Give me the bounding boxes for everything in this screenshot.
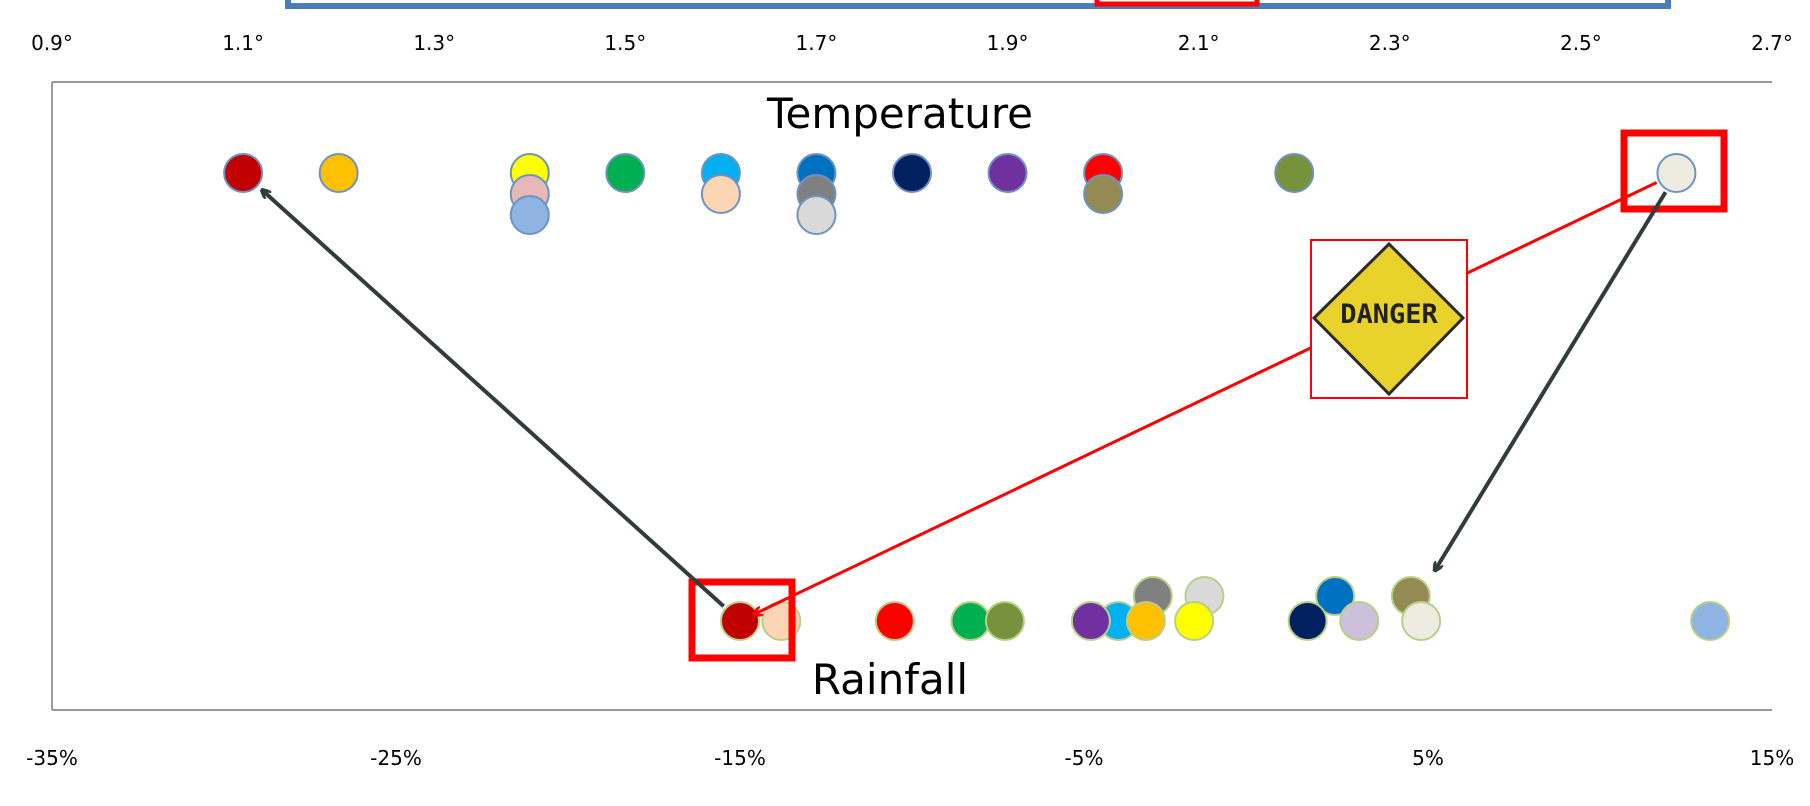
bottom-axis-ticks: -35% -25% -15% -5% 5% 15% xyxy=(26,746,1794,770)
temperature-point xyxy=(318,153,359,193)
red-arrow xyxy=(754,181,1658,614)
rainfall-point xyxy=(1690,601,1731,641)
rainfall-point xyxy=(984,601,1025,641)
rainfall-point xyxy=(874,601,915,641)
top-tick-label: 2.3° xyxy=(1369,31,1411,55)
top-tick-label: 1.9° xyxy=(987,31,1029,55)
dark-arrow xyxy=(1435,191,1668,570)
top-banner xyxy=(285,0,1671,9)
rainfall-point xyxy=(720,601,760,641)
highlight-box-rainfall xyxy=(688,578,796,662)
top-tick-label: 1.1° xyxy=(222,31,264,55)
rainfall-point xyxy=(1125,601,1166,641)
rainfall-point xyxy=(1070,601,1111,641)
rainfall-point xyxy=(1401,601,1442,641)
temperature-point xyxy=(892,153,932,193)
rainfall-point xyxy=(1174,601,1215,641)
rainfall-point xyxy=(1339,601,1380,641)
temperature-point xyxy=(1274,153,1315,193)
temperature-point xyxy=(987,153,1028,193)
top-tick-label: 1.3° xyxy=(413,31,455,55)
temperature-point xyxy=(796,195,837,235)
bottom-tick-label: -15% xyxy=(714,746,766,770)
rainfall-point xyxy=(1315,576,1356,616)
bottom-tick-label: -5% xyxy=(1065,746,1104,770)
temperature-point xyxy=(605,153,646,193)
top-tick-label: 0.9° xyxy=(31,31,73,55)
top-tick-label: 2.7° xyxy=(1751,31,1793,55)
series-label-rainfall: Rainfall xyxy=(812,655,968,704)
rainfall-point xyxy=(1287,601,1328,641)
highlight-box-temperature xyxy=(1620,129,1728,213)
temperature-point xyxy=(1083,174,1124,214)
temperature-point xyxy=(1656,153,1697,193)
bottom-tick-label: 5% xyxy=(1412,746,1444,770)
rainfall-point xyxy=(950,601,991,641)
danger-sign-text: DANGER xyxy=(1340,299,1438,330)
temperature-point xyxy=(223,153,264,193)
top-axis-ticks: 0.9° 1.1° 1.3° 1.5° 1.7° 1.9° 2.1° 2.3° 2.5° 2.7° xyxy=(31,31,1793,55)
top-tick-label: 2.5° xyxy=(1560,31,1602,55)
dark-arrow xyxy=(262,190,725,608)
bottom-tick-label: 15% xyxy=(1750,746,1794,770)
bottom-tick-label: -35% xyxy=(26,746,78,770)
series-label-temperature: Temperature xyxy=(766,89,1033,138)
danger-sign: DANGER xyxy=(1310,239,1468,399)
temperature-point xyxy=(509,195,550,235)
temperature-point xyxy=(700,174,741,214)
temperature-points xyxy=(223,153,1697,235)
top-tick-label: 2.1° xyxy=(1178,31,1220,55)
top-tick-label: 1.7° xyxy=(796,31,838,55)
bottom-tick-label: -25% xyxy=(370,746,422,770)
top-tick-label: 1.5° xyxy=(604,31,646,55)
arrows xyxy=(262,181,1668,614)
